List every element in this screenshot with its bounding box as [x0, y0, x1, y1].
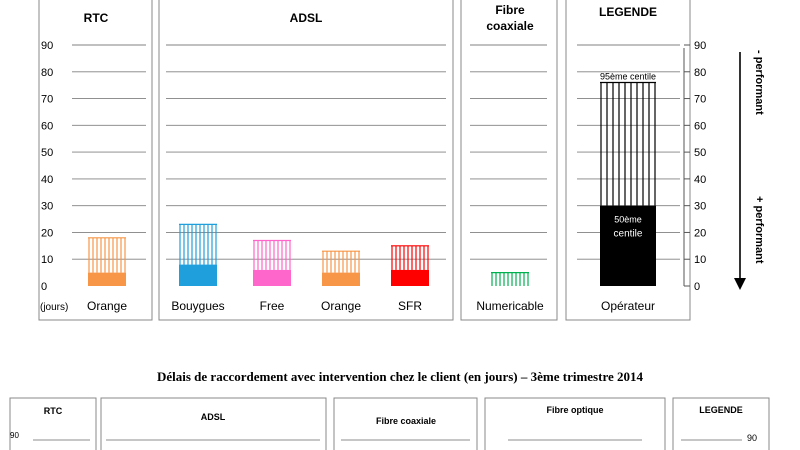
category-label: Orange — [87, 299, 127, 313]
bar-group — [600, 81, 656, 286]
lower-y-tick-left: 90 — [10, 431, 19, 440]
bar-group — [253, 239, 291, 286]
category-labels: Orange Bouygues Free Orange SFR Numericable Op… — [87, 299, 655, 313]
y-tick-label-right: 50 — [694, 147, 706, 159]
y-axis-ticks: 0 0 10 10 20 20 30 30 40 40 50 50 60 60 70 70 80 80 90 90 (j… — [40, 40, 706, 313]
y-tick-label-right: 10 — [694, 254, 706, 266]
panel-rtc — [38, 0, 153, 321]
bar-group — [179, 223, 217, 286]
bar-group — [491, 272, 529, 286]
y-unit-label: (jours) — [40, 302, 68, 313]
y-tick-label: 60 — [41, 120, 53, 132]
gridlines — [72, 44, 680, 260]
bar-group — [88, 237, 126, 286]
y-tick-label: 70 — [41, 94, 53, 106]
lower-chart-title: Délais de raccordement avec intervention… — [157, 369, 644, 384]
bar-group — [322, 250, 360, 286]
lower-panel-title-fibre-coaxiale: Fibre coaxiale — [376, 416, 436, 426]
y-tick-label-right: 20 — [694, 227, 706, 239]
y-tick-label: 40 — [41, 174, 53, 186]
annotation-less-performant: - performant — [753, 50, 765, 115]
performance-arrow-head — [734, 278, 746, 290]
lower-panel-adsl — [100, 397, 327, 450]
y-tick-label: 0 — [41, 281, 47, 293]
y-tick-label-right: 70 — [694, 94, 706, 106]
bars: 95ème centile 50ème centile — [88, 71, 656, 286]
category-label: Bouygues — [171, 299, 224, 313]
category-label: Free — [260, 299, 285, 313]
legend-p50-label: 50ème — [614, 215, 642, 225]
category-label: Numericable — [476, 299, 544, 313]
bar-p50 — [253, 269, 291, 286]
panel-fibre-coaxiale — [460, 0, 558, 321]
lower-panel-rtc — [9, 397, 97, 450]
y-tick-label: 10 — [41, 254, 53, 266]
legend-category-label: Opérateur — [601, 299, 655, 313]
lower-panel-title-legende: LEGENDE — [699, 405, 743, 415]
lower-panel-title-rtc: RTC — [44, 406, 63, 416]
bar-p50 — [600, 205, 656, 286]
y-tick-label: 80 — [41, 67, 53, 79]
lower-y-tick-right: 90 — [747, 433, 757, 443]
lower-panel-title-fibre-optique: Fibre optique — [547, 405, 604, 415]
y-tick-label: 20 — [41, 227, 53, 239]
lower-panel-fibre-optique — [484, 397, 666, 450]
legend-p95-label: 95ème centile — [600, 71, 656, 81]
bar-group — [391, 245, 429, 286]
y-tick-label-right: 60 — [694, 120, 706, 132]
bar-p50 — [391, 269, 429, 286]
panel-title-adsl: ADSL — [290, 11, 323, 25]
lower-panel-legende — [672, 397, 770, 450]
lower-panel-fibre-coaxiale — [333, 397, 478, 450]
y-tick-label: 30 — [41, 201, 53, 213]
bar-p50 — [88, 272, 126, 286]
panel-title-legende: LEGENDE — [599, 5, 657, 19]
legend-p50-label-2: centile — [614, 229, 643, 240]
lower-panel-title-adsl: ADSL — [201, 412, 226, 422]
panel-legende — [565, 0, 691, 321]
category-label: SFR — [398, 299, 422, 313]
y-tick-label: 90 — [41, 40, 53, 52]
annotation-more-performant: + performant — [753, 196, 765, 264]
bar-p50 — [179, 264, 217, 286]
y-tick-label-right: 30 — [694, 201, 706, 213]
bar-p50 — [322, 272, 360, 286]
y-tick-label-right: 80 — [694, 67, 706, 79]
panel-title-fibre-coaxiale: Fibre coaxiale — [486, 3, 534, 33]
y-tick-label: 50 — [41, 147, 53, 159]
category-label: Orange — [321, 299, 361, 313]
y-tick-label-right: 0 — [694, 281, 700, 293]
y-tick-label-right: 40 — [694, 174, 706, 186]
panel-title-rtc: RTC — [84, 11, 109, 25]
y-tick-label-right: 90 — [694, 40, 706, 52]
panel-adsl — [158, 0, 454, 321]
